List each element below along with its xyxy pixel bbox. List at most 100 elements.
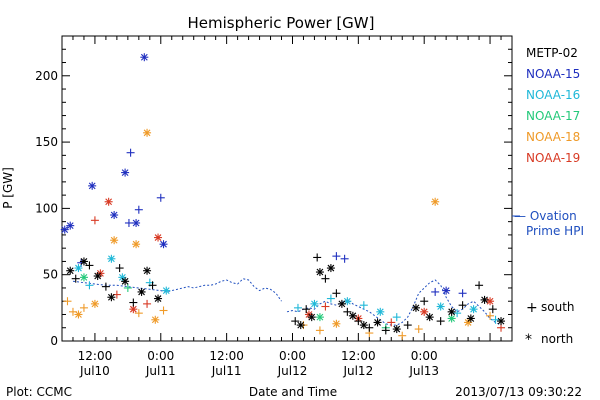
point-noaa-16-north [74,264,83,273]
point-noaa-15-south [124,218,133,227]
point-noaa-16-north [469,305,478,314]
point-metp-02-north [154,294,163,303]
point-noaa-15-south [431,287,440,296]
point-metp-02-north [425,313,434,322]
point-noaa-16-north [310,299,319,308]
x-tick-date-label: Jul11 [145,364,176,378]
x-tick-date-label: Jul10 [79,364,110,378]
point-noaa-16-south [85,281,94,290]
legend-noaa-19: NOAA-19 [526,151,580,165]
point-noaa-15-north [132,218,141,227]
point-noaa-16-north [436,302,445,311]
point-metp-02-south [71,274,80,283]
point-metp-02-north [392,325,401,334]
legend-noaa-17: NOAA-17 [526,109,580,123]
point-noaa-19-north [154,233,163,242]
x-tick-time-label: 0:00 [147,349,174,363]
y-axis: 0 50 100 150 200 [35,48,512,348]
point-noaa-19-south [321,302,330,311]
point-noaa-19-south [387,318,396,327]
point-noaa-18-north [74,310,83,319]
ovation-segment [286,279,502,326]
point-noaa-18-north [143,128,152,137]
point-metp-02-south [436,317,445,326]
point-noaa-18-south [315,326,324,335]
legend-noaa-16: NOAA-16 [526,88,580,102]
point-noaa-18-north [110,236,119,245]
point-noaa-16-south [491,315,500,324]
point-noaa-17-south [123,283,132,292]
point-noaa-15-south [126,148,135,157]
point-metp-02-south [85,261,94,270]
point-noaa-16-north [162,286,171,295]
point-metp-02-south [129,298,138,307]
y-tick-label: 50 [43,268,58,282]
point-metp-02-south [148,281,157,290]
y-axis-label: P [GW] [1,167,15,209]
point-noaa-15-north [66,221,75,230]
point-metp-02-north [93,272,102,281]
ovation-prime-line [72,278,502,326]
point-noaa-18-north [431,197,440,206]
point-noaa-18-south [486,311,495,320]
point-noaa-18-north [90,299,99,308]
point-noaa-15-north [121,168,130,177]
legend-noaa-18: NOAA-18 [526,130,580,144]
x-tick-time-label: 0:00 [411,349,438,363]
point-metp-02-south [354,317,363,326]
y-tick-label: 100 [35,201,58,215]
timestamp: 2013/07/13 09:30:22 [455,385,582,399]
point-noaa-18-north [132,240,141,249]
point-metp-02-north [107,293,116,302]
point-metp-02-north [315,268,324,277]
ovation-segment [72,278,282,302]
point-noaa-18-north [332,319,341,328]
point-noaa-16-south [293,303,302,312]
point-metp-02-south [420,297,429,306]
point-noaa-19-north [420,307,429,316]
point-noaa-15-north [110,211,119,220]
point-metp-02-north [79,257,88,266]
point-noaa-16-south [359,301,368,310]
point-metp-02-south [291,317,300,326]
point-metp-02-north [307,313,316,322]
point-noaa-18-south [134,309,143,318]
point-noaa-16-south [453,309,462,318]
south-label: south [541,300,575,314]
north-symbol: * [525,332,532,348]
point-noaa-16-south [326,294,335,303]
x-axis-label: Date and Time [249,385,337,399]
legend-noaa-15: NOAA-15 [526,67,580,81]
point-metp-02-south [365,323,374,332]
point-metp-02-south [313,253,322,262]
point-noaa-15-south [340,254,349,263]
x-tick-time-label: 0:00 [279,349,306,363]
point-metp-02-south [115,264,124,273]
point-metp-02-south [403,321,412,330]
point-noaa-15-north [140,53,149,62]
x-tick-time-label: 12:00 [209,349,244,363]
point-metp-02-south [475,281,484,290]
legend: METP-02 NOAA-15 NOAA-16 NOAA-17 NOAA-18 NOAA-… [526,46,580,165]
point-noaa-19-south [143,299,152,308]
point-metp-02-north [326,264,335,273]
satellite-points [60,53,506,340]
legend-metp-02: METP-02 [526,46,578,60]
point-noaa-18-south [63,297,72,306]
y-tick-label: 150 [35,135,58,149]
point-noaa-16-south [392,313,401,322]
point-metp-02-north [337,299,346,308]
point-noaa-15-south [458,289,467,298]
point-noaa-15-north [60,225,69,234]
point-noaa-15-south [134,205,143,214]
x-tick-date-label: Jul12 [277,364,308,378]
point-noaa-15-north [88,181,97,190]
point-metp-02-north [373,318,382,327]
point-metp-02-north [66,266,75,275]
point-metp-02-north [121,277,130,286]
x-tick-date-label: Jul11 [211,364,242,378]
point-metp-02-north [466,314,475,323]
point-metp-02-north [447,307,456,316]
point-noaa-15-north [159,240,168,249]
point-metp-02-south [321,274,330,283]
